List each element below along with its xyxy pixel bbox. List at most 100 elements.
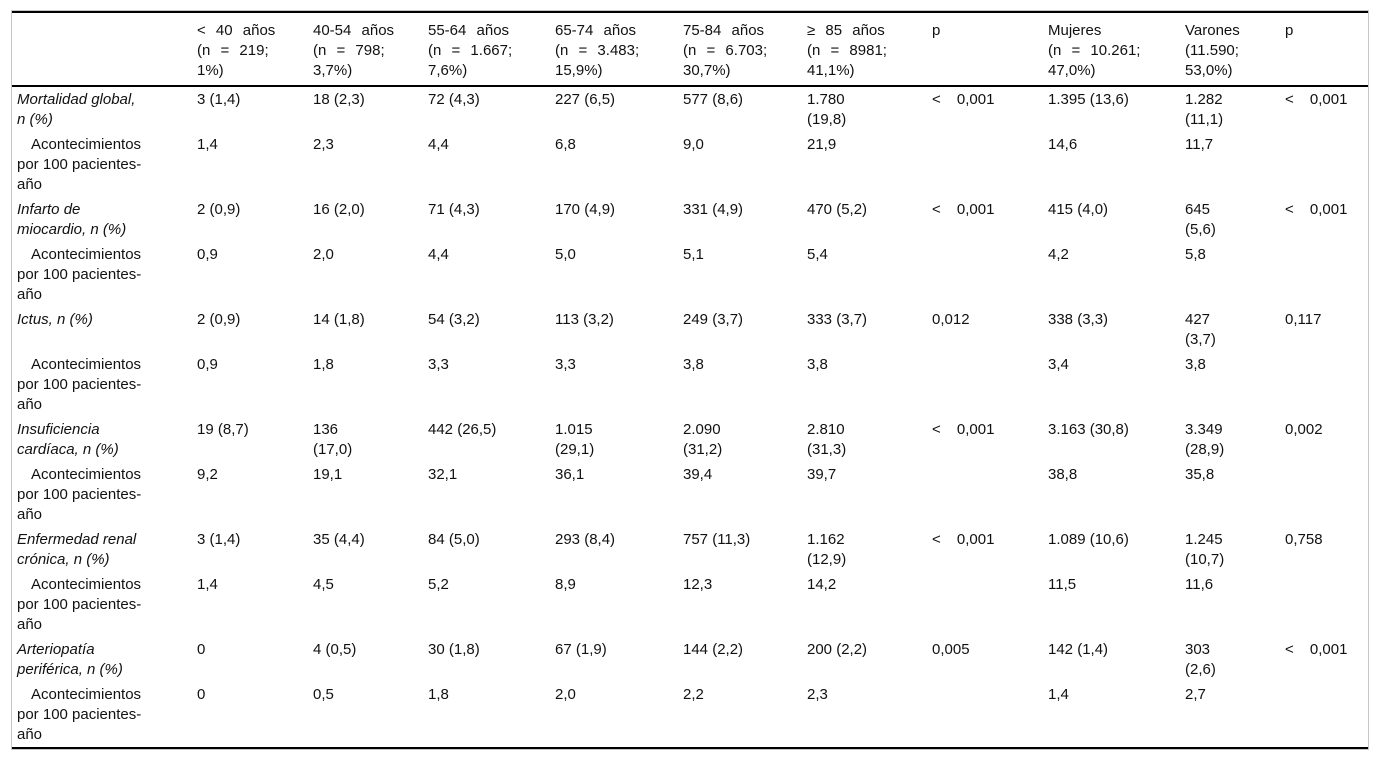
events-value-cell: 2,3 <box>313 136 334 153</box>
events-value-cell: 2,7 <box>1185 686 1206 703</box>
events-value-cell <box>1285 572 1368 637</box>
column-header: ≥ 85 años (n = 8981; 41,1%) <box>807 22 887 79</box>
value-cell: 3.163 (30,8) <box>1048 421 1129 438</box>
events-value-cell: 1,4 <box>197 576 218 593</box>
value-cell: 170 (4,9) <box>555 201 616 218</box>
events-label: Acontecimientos por 100 pacientes- año <box>17 686 142 743</box>
events-value-cell <box>932 242 1048 307</box>
value-cell: 1.089 (10,6) <box>1048 531 1129 548</box>
events-value-cell <box>932 572 1048 637</box>
events-value-cell: 0,9 <box>197 356 218 373</box>
events-value-cell: 35,8 <box>1185 466 1215 483</box>
outcome-row: Mortalidad global, n (%) 3 (1,4) 18 (2,3) 7… <box>12 86 1368 132</box>
events-value-cell: 3,4 <box>1048 356 1069 373</box>
column-header: 40-54 años (n = 798; 3,7%) <box>313 22 395 79</box>
column-header: p <box>932 22 941 39</box>
events-value-cell: 36,1 <box>555 466 585 483</box>
events-label: Acontecimientos por 100 pacientes- año <box>17 356 142 413</box>
outcomes-tbody: Mortalidad global, n (%) 3 (1,4) 18 (2,3) 7… <box>12 86 1368 748</box>
value-cell: 331 (4,9) <box>683 201 744 218</box>
outcome-label: Insuficiencia cardíaca, n (%) <box>17 421 119 458</box>
events-label: Acontecimientos por 100 pacientes- año <box>17 246 142 303</box>
events-value-cell: 3,8 <box>683 356 704 373</box>
value-cell: 757 (11,3) <box>683 531 751 548</box>
value-cell: 0,002 <box>1285 421 1323 438</box>
value-cell: 249 (3,7) <box>683 311 744 328</box>
table-frame: < 40 años (n = 219; 1%) 40-54 años (n = 7… <box>11 10 1369 750</box>
value-cell: 2.090 (31,2) <box>683 421 723 458</box>
value-cell: 1.395 (13,6) <box>1048 91 1129 108</box>
column-header: 75-84 años (n = 6.703; 30,7%) <box>683 22 768 79</box>
column-header: 65-74 años (n = 3.483; 15,9%) <box>555 22 640 79</box>
events-value-cell: 14,6 <box>1048 136 1078 153</box>
events-value-cell: 8,9 <box>555 576 576 593</box>
value-cell: 113 (3,2) <box>555 311 614 328</box>
events-value-cell: 5,8 <box>1185 246 1206 263</box>
events-label: Acontecimientos por 100 pacientes- año <box>17 576 142 633</box>
events-value-cell: 14,2 <box>807 576 837 593</box>
value-cell: < 0,001 <box>1285 641 1348 658</box>
value-cell: 1.162 (12,9) <box>807 531 847 568</box>
value-cell: 1.245 (10,7) <box>1185 531 1225 568</box>
outcome-label: Infarto de miocardio, n (%) <box>17 201 127 238</box>
value-cell: 2 (0,9) <box>197 311 241 328</box>
value-cell: 35 (4,4) <box>313 531 365 548</box>
outcome-row: Ictus, n (%) 2 (0,9) 14 (1,8) 54 (3,2) 113 (… <box>12 307 1368 352</box>
value-cell: 293 (8,4) <box>555 531 616 548</box>
value-cell: < 0,001 <box>932 201 995 218</box>
events-label: Acontecimientos por 100 pacientes- año <box>17 136 142 193</box>
events-value-cell <box>932 462 1048 527</box>
value-cell: < 0,001 <box>1285 91 1348 108</box>
header-row: < 40 años (n = 219; 1%) 40-54 años (n = 7… <box>12 12 1368 86</box>
value-cell: 2.810 (31,3) <box>807 421 847 458</box>
value-cell: < 0,001 <box>932 91 995 108</box>
value-cell: 3 (1,4) <box>197 91 241 108</box>
events-value-cell: 1,4 <box>197 136 218 153</box>
column-header: p <box>1285 22 1294 39</box>
events-value-cell <box>1285 462 1368 527</box>
events-value-cell: 21,9 <box>807 136 837 153</box>
value-cell: 0,758 <box>1285 531 1323 548</box>
value-cell: 442 (26,5) <box>428 421 497 438</box>
value-cell: 1.282 (11,1) <box>1185 91 1224 128</box>
events-value-cell: 2,2 <box>683 686 704 703</box>
value-cell: 19 (8,7) <box>197 421 249 438</box>
column-header: Mujeres (n = 10.261; 47,0%) <box>1048 22 1141 79</box>
events-value-cell: 1,8 <box>313 356 334 373</box>
value-cell: 30 (1,8) <box>428 641 480 658</box>
corner-cell <box>12 12 197 86</box>
value-cell: 1.015 (29,1) <box>555 421 595 458</box>
events-value-cell: 3,8 <box>1185 356 1206 373</box>
events-value-cell <box>1285 132 1368 197</box>
value-cell: 14 (1,8) <box>313 311 365 328</box>
events-row: Acontecimientos por 100 pacientes- año 0,… <box>12 352 1368 417</box>
events-value-cell <box>932 682 1048 748</box>
events-value-cell: 2,3 <box>807 686 828 703</box>
value-cell: < 0,001 <box>932 531 995 548</box>
table-header: < 40 años (n = 219; 1%) 40-54 años (n = 7… <box>12 12 1368 86</box>
events-value-cell: 3,3 <box>555 356 576 373</box>
value-cell: 427 (3,7) <box>1185 311 1216 348</box>
events-value-cell: 5,4 <box>807 246 828 263</box>
events-value-cell: 5,1 <box>683 246 704 263</box>
column-header: Varones (11.590; 53,0%) <box>1185 22 1240 79</box>
events-value-cell <box>1285 352 1368 417</box>
events-value-cell: 3,8 <box>807 356 828 373</box>
events-value-cell: 9,0 <box>683 136 704 153</box>
events-value-cell: 2,0 <box>555 686 576 703</box>
events-row: Acontecimientos por 100 pacientes- año 0 0… <box>12 682 1368 748</box>
value-cell: 144 (2,2) <box>683 641 744 658</box>
value-cell: 18 (2,3) <box>313 91 365 108</box>
outcome-row: Insuficiencia cardíaca, n (%) 19 (8,7) 136… <box>12 417 1368 462</box>
value-cell: 142 (1,4) <box>1048 641 1109 658</box>
value-cell: 84 (5,0) <box>428 531 480 548</box>
events-value-cell: 2,0 <box>313 246 334 263</box>
events-value-cell: 5,0 <box>555 246 576 263</box>
column-header: 55-64 años (n = 1.667; 7,6%) <box>428 22 513 79</box>
events-row: Acontecimientos por 100 pacientes- año 1,… <box>12 572 1368 637</box>
value-cell: 303 (2,6) <box>1185 641 1216 678</box>
value-cell: 0,117 <box>1285 311 1322 328</box>
outcome-label: Ictus, n (%) <box>17 311 93 328</box>
events-value-cell <box>932 352 1048 417</box>
events-value-cell: 6,8 <box>555 136 576 153</box>
